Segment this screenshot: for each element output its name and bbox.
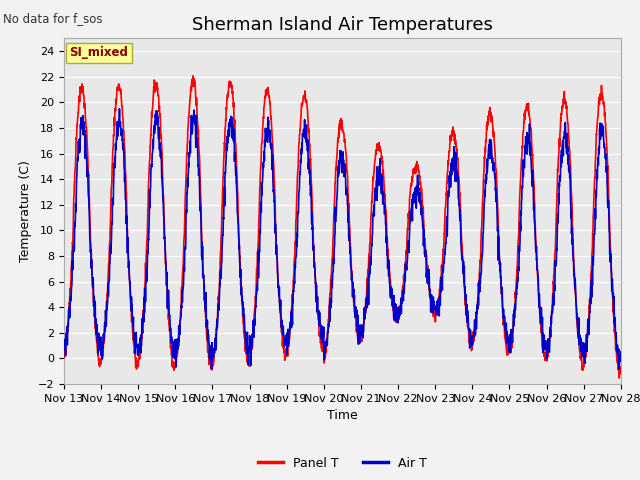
Panel T [616, 375, 623, 381]
Legend: Panel T, Air T: Panel T, Air T [253, 452, 432, 475]
Air T [371, 189, 379, 195]
Panel T [371, 159, 379, 165]
Panel T [189, 73, 196, 79]
Air T [504, 339, 512, 345]
Panel T [216, 281, 223, 287]
Text: SI_mixed: SI_mixed [70, 46, 129, 60]
Panel T [359, 330, 367, 336]
Panel T [617, 371, 625, 376]
Air T [60, 337, 68, 343]
Panel T [568, 198, 575, 204]
Panel T [504, 350, 512, 356]
Air T [568, 224, 575, 230]
Panel T [60, 349, 68, 355]
Air T [617, 349, 625, 355]
Air T [616, 366, 623, 372]
Title: Sherman Island Air Temperatures: Sherman Island Air Temperatures [192, 16, 493, 34]
Text: No data for f_sos: No data for f_sos [3, 12, 102, 25]
X-axis label: Time: Time [327, 409, 358, 422]
Panel T [584, 333, 591, 339]
Air T [584, 335, 591, 341]
Air T [359, 323, 367, 329]
Line: Air T: Air T [64, 109, 621, 369]
Y-axis label: Temperature (C): Temperature (C) [19, 160, 32, 262]
Air T [216, 291, 223, 297]
Line: Panel T: Panel T [64, 76, 621, 378]
Air T [116, 106, 124, 112]
